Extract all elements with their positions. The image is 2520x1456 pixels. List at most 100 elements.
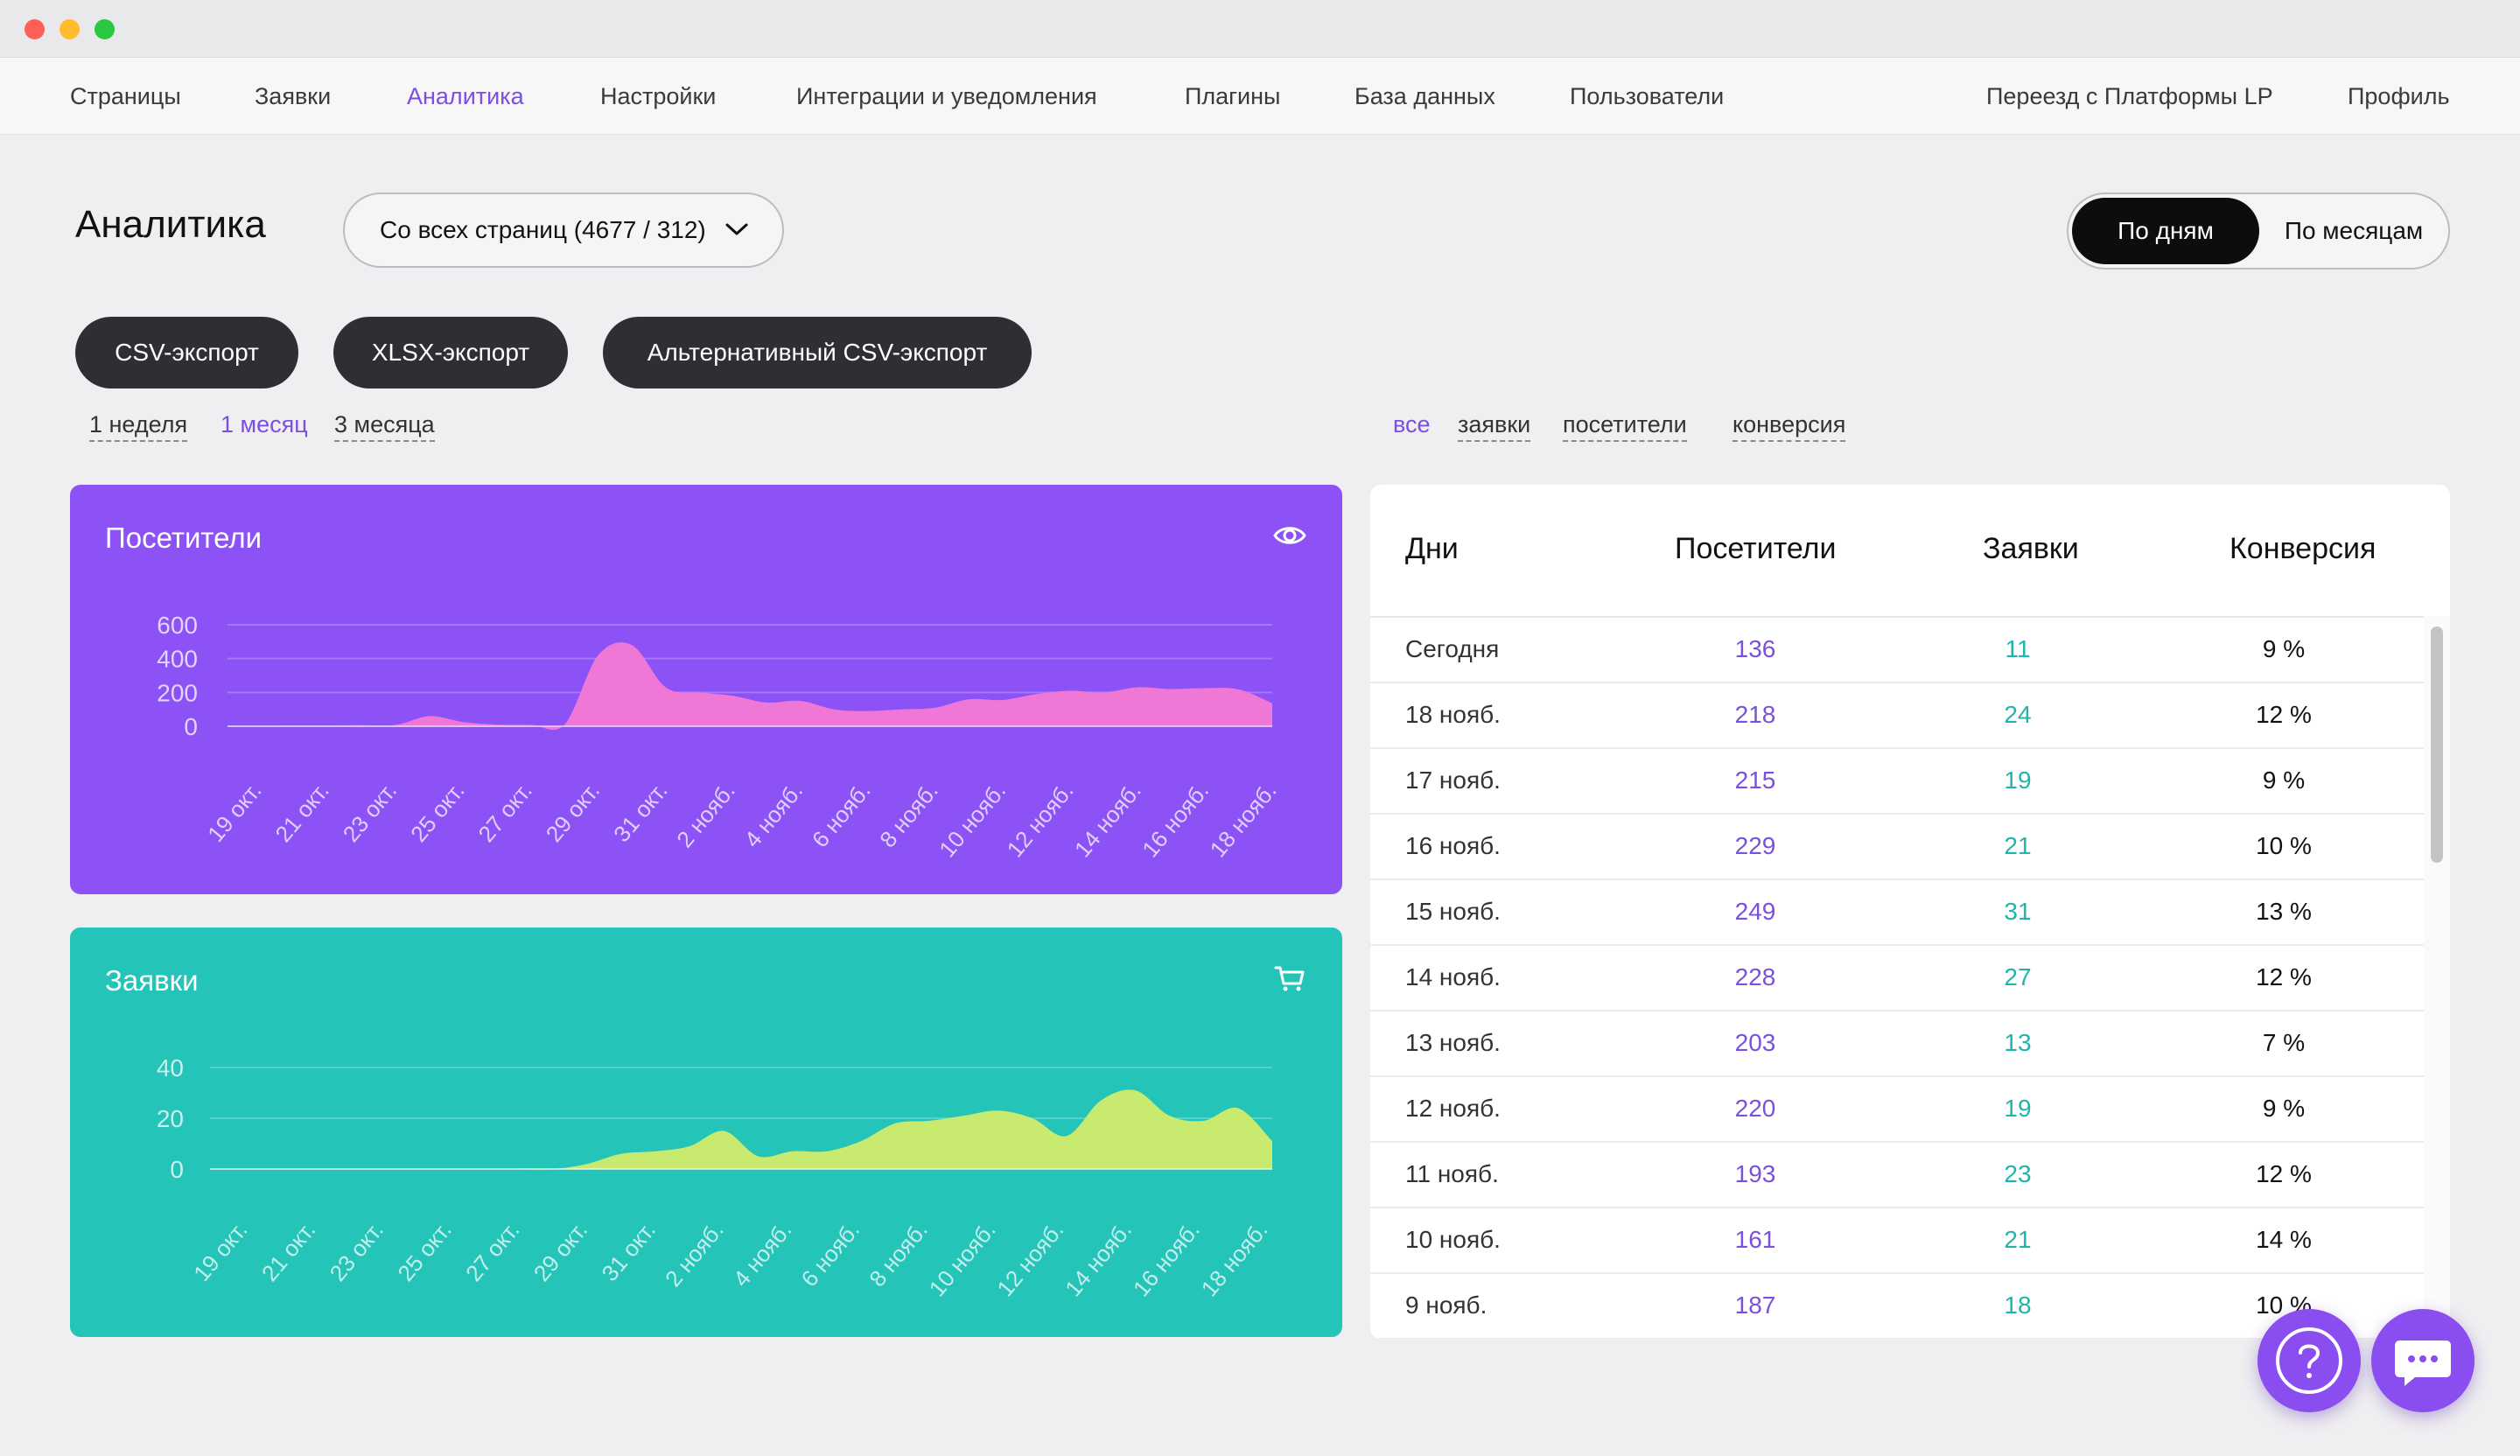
cell-day: 10 нояб. (1405, 1226, 1501, 1253)
cell-visitors: 220 (1734, 1095, 1776, 1122)
cell-conversion: 9 % (2262, 1095, 2306, 1122)
table-header-divider (1370, 616, 2424, 618)
csv-export-button[interactable]: CSV-экспорт (75, 317, 298, 388)
help-button[interactable] (2258, 1309, 2361, 1412)
table-row: Сегодня 136 11 9 % (1370, 618, 2424, 683)
nav-item-requests[interactable]: Заявки (255, 83, 332, 109)
visitors-x-tick-label: 18 нояб. (1205, 778, 1282, 863)
cart-icon[interactable] (1272, 961, 1307, 996)
eye-icon[interactable] (1272, 518, 1307, 553)
cell-conversion: 13 % (2256, 898, 2312, 925)
cell-visitors: 193 (1734, 1160, 1776, 1187)
cell-requests: 18 (2004, 1292, 2032, 1319)
orders-x-tick-label: 6 нояб. (795, 1217, 864, 1292)
orders-series-area (210, 1089, 1272, 1170)
orders-x-tick-label: 4 нояб. (728, 1217, 797, 1292)
chevron-down-icon (725, 223, 748, 235)
table-scrollbar-thumb[interactable] (2431, 626, 2443, 863)
visitors-x-tick-label: 29 окт. (541, 778, 605, 847)
table-row: 11 нояб. 193 23 12 % (1370, 1143, 2424, 1208)
cell-conversion: 10 % (2256, 832, 2312, 859)
period-filter-week[interactable]: 1 неделя (89, 411, 188, 442)
period-filter-month[interactable]: 1 месяц (220, 411, 308, 438)
view-by-day-button[interactable]: По дням (2072, 198, 2259, 264)
orders-y-tick-label: 20 (157, 1105, 184, 1132)
cell-conversion: 12 % (2256, 701, 2312, 728)
alt-csv-export-button[interactable]: Альтернативный CSV-экспорт (603, 317, 1032, 388)
nav-item-settings[interactable]: Настройки (600, 83, 717, 109)
cell-day: 16 нояб. (1405, 832, 1501, 859)
top-navigation: Страницы Заявки Аналитика Настройки Инте… (0, 58, 2520, 135)
metric-filter-visitors[interactable]: посетители (1563, 411, 1687, 442)
table-scrollbar[interactable] (2424, 616, 2450, 1339)
table-header-days: Дни (1405, 532, 1459, 565)
orders-x-tick-label: 21 окт. (256, 1217, 320, 1286)
metric-filter-conversion[interactable]: конверсия (1732, 411, 1846, 442)
cell-requests: 19 (2004, 766, 2032, 794)
cell-day: 13 нояб. (1405, 1029, 1501, 1056)
period-filter-3months[interactable]: 3 месяца (334, 411, 435, 442)
cell-conversion: 12 % (2256, 1160, 2312, 1187)
cell-visitors: 229 (1734, 832, 1776, 859)
visitors-x-tick-label: 2 нояб. (671, 778, 740, 853)
cell-visitors: 161 (1734, 1226, 1776, 1253)
cell-day: 15 нояб. (1405, 898, 1501, 925)
cell-requests: 31 (2004, 898, 2032, 925)
table-row: 17 нояб. 215 19 9 % (1370, 749, 2424, 815)
orders-x-tick-label: 14 нояб. (1060, 1217, 1137, 1302)
nav-item-database[interactable]: База данных (1354, 83, 1495, 109)
cell-day: 9 нояб. (1405, 1292, 1488, 1319)
table-row: 10 нояб. 161 21 14 % (1370, 1208, 2424, 1274)
nav-item-integrations[interactable]: Интеграции и уведомления (796, 83, 1097, 109)
visitors-x-tick-label: 19 окт. (202, 778, 266, 847)
visitors-x-tick-label: 10 нояб. (934, 778, 1011, 863)
nav-item-plugins[interactable]: Плагины (1185, 83, 1281, 109)
visitors-x-tick-label: 16 нояб. (1137, 778, 1214, 863)
xlsx-export-button[interactable]: XLSX-экспорт (333, 317, 568, 388)
cell-day: 12 нояб. (1405, 1095, 1501, 1122)
cell-visitors: 203 (1734, 1029, 1776, 1056)
cell-requests: 21 (2004, 1226, 2032, 1253)
nav-item-users[interactable]: Пользователи (1570, 83, 1725, 109)
visitors-y-tick-label: 0 (184, 713, 198, 740)
maximize-window-button[interactable] (94, 19, 115, 39)
close-window-button[interactable] (24, 19, 45, 39)
nav-item-profile[interactable]: Профиль (2348, 83, 2450, 109)
cell-requests: 19 (2004, 1095, 2032, 1122)
nav-item-pages[interactable]: Страницы (70, 83, 181, 109)
visitors-x-tick-label: 8 нояб. (874, 778, 943, 853)
view-mode-toggle: По дням По месяцам (2067, 192, 2450, 270)
table-row: 9 нояб. 187 18 10 % (1370, 1274, 2424, 1339)
orders-y-tick-label: 40 (157, 1054, 184, 1082)
cell-visitors: 187 (1734, 1292, 1776, 1319)
orders-x-tick-label: 8 нояб. (864, 1217, 933, 1292)
orders-y-tick-label: 0 (170, 1156, 184, 1183)
chat-icon (2395, 1340, 2451, 1386)
cell-day: 18 нояб. (1405, 701, 1501, 728)
orders-area-chart: 0 20 40 19 окт. 21 окт. 23 окт. 25 окт. 27 окт.… (157, 1054, 1273, 1302)
chat-button[interactable] (2371, 1309, 2474, 1412)
metric-filter-requests[interactable]: заявки (1458, 411, 1531, 442)
visitors-x-tick-label: 21 окт. (270, 778, 333, 847)
orders-x-tick-label: 27 окт. (460, 1217, 524, 1286)
visitors-x-tick-label: 31 окт. (608, 778, 672, 847)
nav-item-migration[interactable]: Переезд с Платформы LP (1986, 83, 2273, 109)
cell-requests: 21 (2004, 832, 2032, 859)
metric-filter-all[interactable]: все (1393, 411, 1431, 438)
visitors-y-tick-label: 600 (157, 612, 198, 639)
source-select-dropdown[interactable]: Со всех страниц (4677 / 312) (343, 192, 784, 268)
visitors-series-area (228, 642, 1272, 731)
visitors-chart-title: Посетители (105, 522, 262, 554)
table-row: 15 нояб. 249 31 13 % (1370, 880, 2424, 946)
minimize-window-button[interactable] (60, 19, 80, 39)
orders-x-tick-label: 25 окт. (392, 1217, 456, 1286)
orders-x-tick-label: 31 окт. (597, 1217, 661, 1286)
view-by-month-button[interactable]: По месяцам (2284, 217, 2424, 244)
visitors-x-tick-label: 6 нояб. (807, 778, 876, 853)
stats-table: Дни Посетители Заявки Конверсия Сегодня 1… (1370, 485, 2450, 1339)
cell-conversion: 9 % (2262, 766, 2306, 794)
orders-x-tick-label: 19 окт. (188, 1217, 252, 1286)
nav-item-analytics[interactable]: Аналитика (407, 83, 524, 109)
orders-x-tick-label: 10 нояб. (924, 1217, 1001, 1302)
visitors-x-tick-label: 14 нояб. (1069, 778, 1146, 863)
